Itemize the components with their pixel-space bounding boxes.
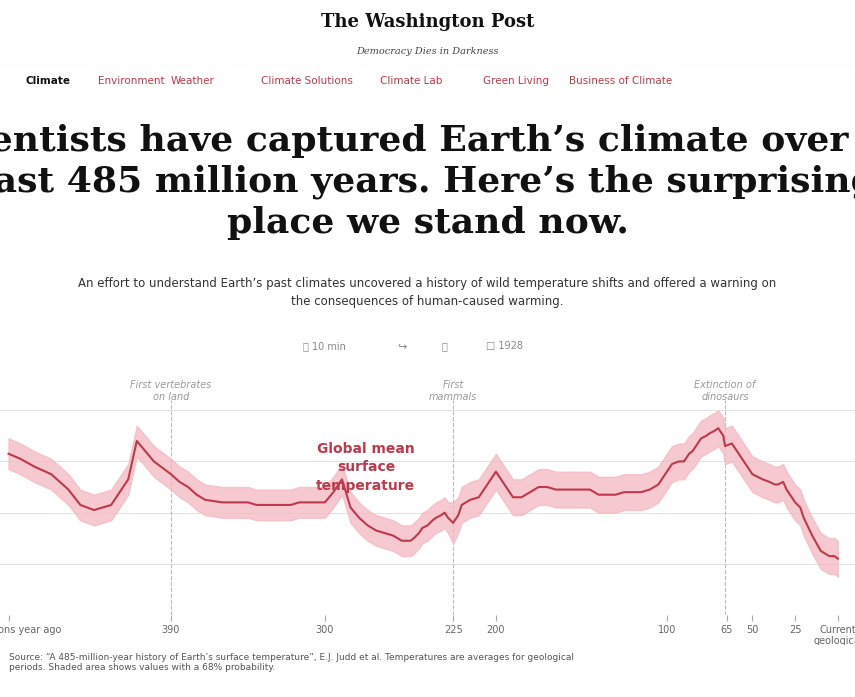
Text: Global mean
surface
temperature: Global mean surface temperature <box>316 442 416 493</box>
Text: First vertebrates
on land: First vertebrates on land <box>130 380 212 401</box>
Text: Weather: Weather <box>171 76 215 86</box>
Text: First
mammals: First mammals <box>429 380 477 401</box>
Text: Source: “A 485-million-year history of Earth’s surface temperature”, E.J. Judd e: Source: “A 485-million-year history of E… <box>9 653 574 672</box>
Text: Business of Climate: Business of Climate <box>569 76 672 86</box>
Text: Climate Lab: Climate Lab <box>380 76 443 86</box>
Text: 🎧 10 min: 🎧 10 min <box>304 341 346 351</box>
Text: 🔖: 🔖 <box>442 341 447 351</box>
Text: Green Living: Green Living <box>483 76 549 86</box>
Text: Scientists have captured Earth’s climate over the
last 485 million years. Here’s: Scientists have captured Earth’s climate… <box>0 123 855 240</box>
Text: □ 1928: □ 1928 <box>486 341 523 351</box>
Text: Democracy Dies in Darkness: Democracy Dies in Darkness <box>357 47 498 56</box>
Text: The Washington Post: The Washington Post <box>321 13 534 31</box>
Text: Environment: Environment <box>98 76 165 86</box>
Text: ↪: ↪ <box>398 341 406 351</box>
Text: An effort to understand Earth’s past climates uncovered a history of wild temper: An effort to understand Earth’s past cli… <box>79 277 776 308</box>
Text: Climate Solutions: Climate Solutions <box>261 76 352 86</box>
Text: Extinction of
dinosaurs: Extinction of dinosaurs <box>694 380 756 401</box>
Text: Climate: Climate <box>26 76 71 86</box>
